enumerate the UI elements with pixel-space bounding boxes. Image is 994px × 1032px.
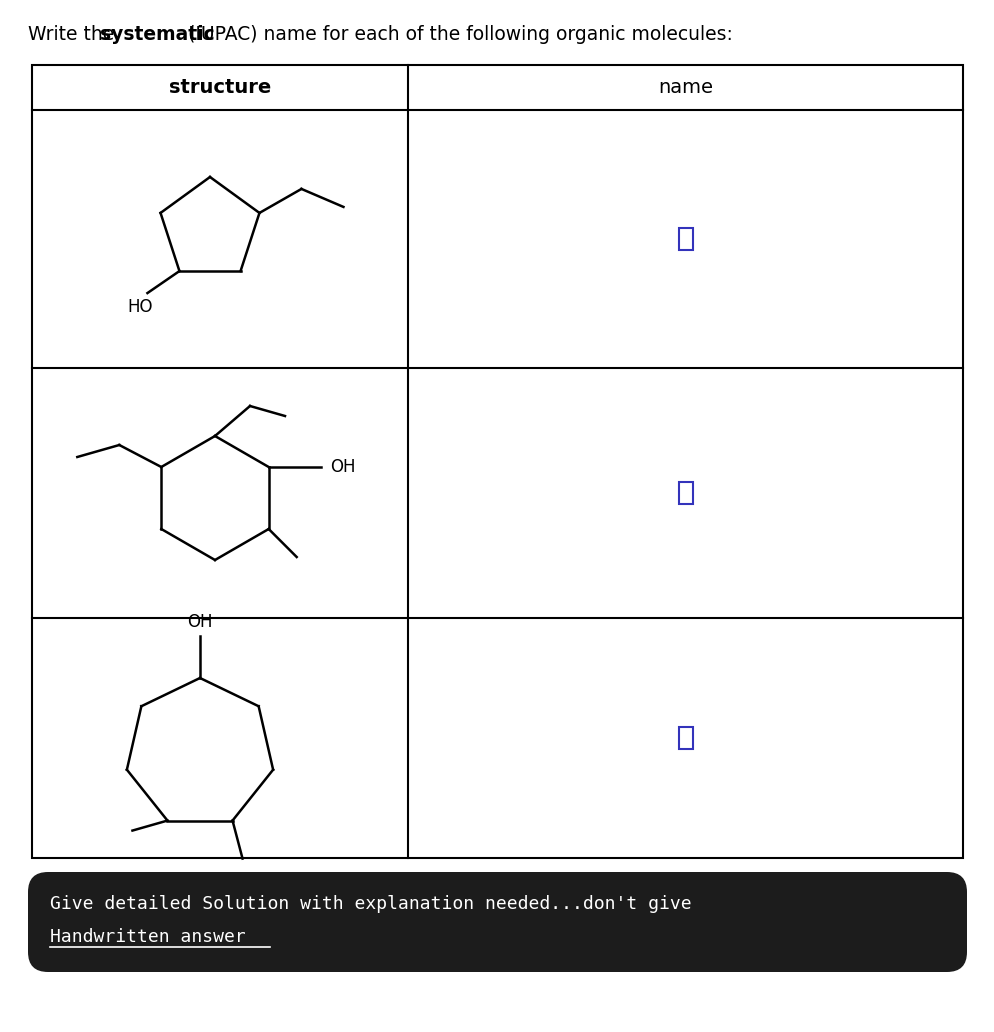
Bar bbox=[678, 482, 692, 504]
Text: structure: structure bbox=[169, 78, 270, 97]
Text: Write the: Write the bbox=[28, 26, 120, 44]
Text: (IUPAC) name for each of the following organic molecules:: (IUPAC) name for each of the following o… bbox=[182, 26, 733, 44]
Bar bbox=[32, 65, 962, 858]
Text: OH: OH bbox=[187, 613, 213, 631]
Bar bbox=[678, 228, 692, 250]
Text: OH: OH bbox=[330, 458, 355, 476]
Text: HO: HO bbox=[127, 298, 153, 316]
Text: name: name bbox=[657, 78, 713, 97]
Text: Handwritten answer: Handwritten answer bbox=[50, 928, 246, 946]
FancyBboxPatch shape bbox=[28, 872, 966, 972]
Text: Give detailed Solution with explanation needed...don't give: Give detailed Solution with explanation … bbox=[50, 895, 691, 913]
Text: systematic: systematic bbox=[100, 26, 215, 44]
Bar bbox=[678, 727, 692, 749]
